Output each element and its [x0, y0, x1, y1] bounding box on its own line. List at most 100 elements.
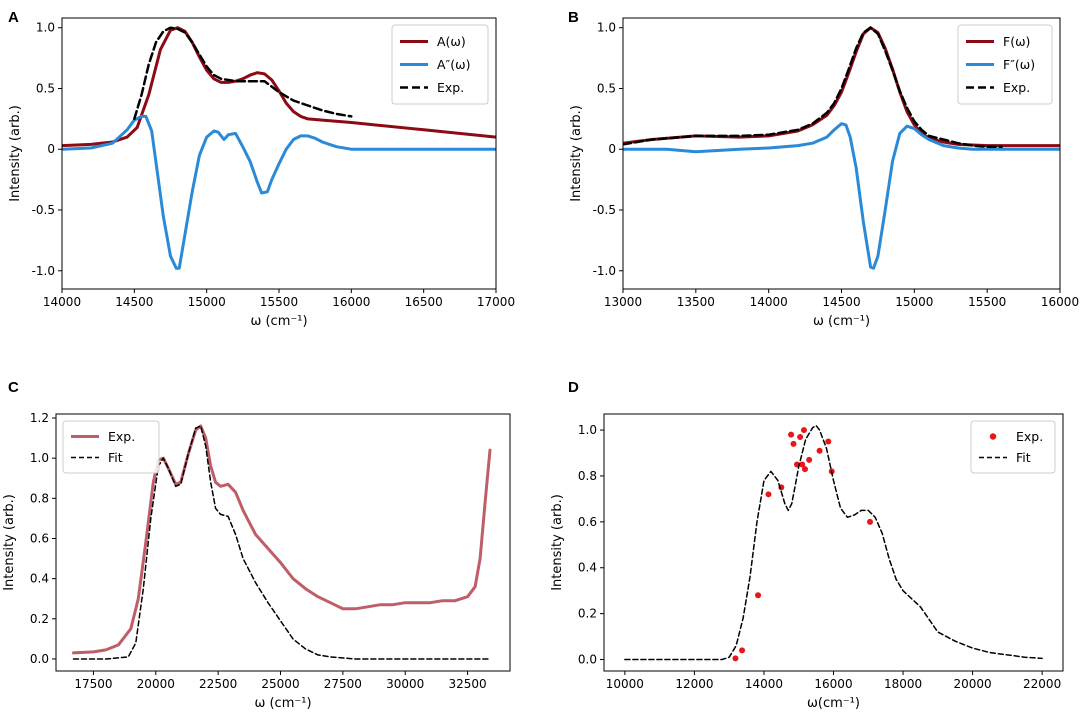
y-tick-label: 1.0	[30, 451, 49, 465]
x-tick-label: 13500	[677, 295, 715, 309]
y-axis-label: Intensity (arb.)	[2, 494, 17, 591]
y-axis-label: Intensity (arb.)	[8, 105, 23, 202]
y-tick-label: 1.2	[30, 411, 49, 425]
x-tick-label: 30000	[386, 677, 424, 691]
legend-box	[957, 24, 1053, 105]
data-point	[788, 431, 795, 438]
x-tick-label: 15000	[895, 295, 933, 309]
plot-area	[623, 26, 1060, 270]
x-axis-label: ω(cm⁻¹)	[807, 696, 860, 711]
legend-label-exp: Exp.	[437, 80, 464, 95]
legend-label-exp: Exp.	[108, 429, 135, 444]
x-tick-label: 14000	[750, 295, 788, 309]
legend-label-fit: Fit	[1016, 450, 1031, 465]
y-tick-label: -1.0	[593, 264, 616, 278]
y-tick-label: 0.0	[578, 653, 597, 667]
data-point	[765, 491, 772, 498]
series-line-fit	[72, 425, 491, 660]
panel-b: B 13000 13500 14000 14500 15000 15500 16000 -1.0…	[568, 9, 1079, 329]
y-tick-label: 0.2	[578, 607, 597, 621]
legend-label-a: A(ω)	[437, 34, 466, 49]
y-tick-label: 0.8	[30, 491, 49, 505]
y-axis-label: Intensity (arb.)	[550, 494, 565, 591]
y-tick-label: 0	[47, 142, 55, 156]
x-tick-label: 22500	[199, 677, 237, 691]
panel-c: C 17500 20000 22500 25000 27500 30000 32500 0.0 0…	[2, 379, 511, 711]
legend: Exp. Fit	[62, 420, 160, 474]
x-tick-label: 20000	[137, 677, 175, 691]
series-line-a	[62, 26, 496, 148]
x-axis-label: ω (cm⁻¹)	[813, 314, 870, 329]
plot-area	[62, 26, 496, 270]
x-tick-label: 32500	[448, 677, 486, 691]
panel-letter: D	[568, 379, 579, 396]
data-point	[790, 440, 797, 447]
x-tick-label: 15500	[260, 295, 298, 309]
panel-a: A 14000 14500 15000 15500 16000 16500 17000 -1.0…	[8, 9, 515, 329]
data-point	[825, 438, 832, 445]
x-tick-label: 20000	[953, 677, 991, 691]
data-point	[797, 433, 804, 440]
series-line-f	[623, 122, 1060, 270]
y-tick-label: 0.6	[30, 531, 49, 545]
data-point	[816, 447, 823, 454]
x-tick-label: 15000	[188, 295, 226, 309]
panel-letter: C	[8, 379, 19, 396]
x-tick-label: 14000	[745, 677, 783, 691]
data-point	[755, 592, 762, 599]
data-point	[806, 456, 813, 463]
data-point	[799, 461, 806, 468]
x-tick-label: 12000	[675, 677, 713, 691]
plot-area	[72, 424, 492, 660]
x-tick-label: 13000	[604, 295, 642, 309]
axes-frame	[55, 413, 511, 672]
x-tick-label: 17000	[477, 295, 515, 309]
x-axis-label: ω (cm⁻¹)	[250, 314, 307, 329]
x-tick-label: 10000	[606, 677, 644, 691]
series-line-exp	[72, 424, 492, 655]
x-axis-label: ω (cm⁻¹)	[254, 696, 311, 711]
x-tick-label: 22000	[1023, 677, 1061, 691]
x-tick-label: 16500	[405, 295, 443, 309]
x-tick-label: 16000	[1041, 295, 1079, 309]
x-tick-label: 25000	[261, 677, 299, 691]
x-tick-label: 14500	[822, 295, 860, 309]
y-tick-label: 0	[608, 142, 616, 156]
legend-label-f: F″(ω)	[1003, 57, 1035, 72]
y-tick-label: 0.5	[36, 81, 55, 95]
y-tick-label: 0.0	[30, 652, 49, 666]
legend-marker	[989, 433, 997, 440]
y-tick-label: 0.4	[30, 572, 49, 586]
x-tick-label: 16000	[814, 677, 852, 691]
x-tick-label: 15500	[968, 295, 1006, 309]
y-tick-label: 1.0	[578, 423, 597, 437]
series-line-a	[62, 114, 496, 270]
data-point	[800, 427, 807, 434]
panel-d: D 10000 12000 14000 16000 18000 20000 22000 0.0 0…	[550, 379, 1064, 711]
x-tick-label: 27500	[324, 677, 362, 691]
data-point	[739, 647, 746, 654]
y-tick-label: 0.8	[578, 469, 597, 483]
panel-letter: B	[568, 9, 579, 26]
y-tick-label: -0.5	[32, 203, 55, 217]
legend-label-exp: Exp.	[1016, 429, 1043, 444]
legend: Exp. Fit	[970, 420, 1056, 474]
data-point	[867, 518, 874, 525]
legend-label-exp: Exp.	[1003, 80, 1030, 95]
y-tick-label: 1.0	[36, 21, 55, 35]
x-tick-label: 14000	[43, 295, 81, 309]
x-tick-label: 18000	[884, 677, 922, 691]
y-axis-label: Intensity (arb.)	[569, 105, 584, 202]
legend: A(ω) A″(ω) Exp.	[391, 24, 489, 105]
legend: F(ω) F″(ω) Exp.	[957, 24, 1053, 105]
legend-label-fit: Fit	[108, 450, 123, 465]
panel-letter: A	[8, 9, 19, 26]
x-tick-label: 16000	[332, 295, 370, 309]
legend-box	[391, 24, 489, 105]
y-tick-label: 0.6	[578, 515, 597, 529]
data-point	[801, 466, 808, 473]
series-line-fit	[624, 424, 1043, 661]
legend-label-a: A″(ω)	[437, 57, 470, 72]
y-tick-label: -1.0	[32, 264, 55, 278]
